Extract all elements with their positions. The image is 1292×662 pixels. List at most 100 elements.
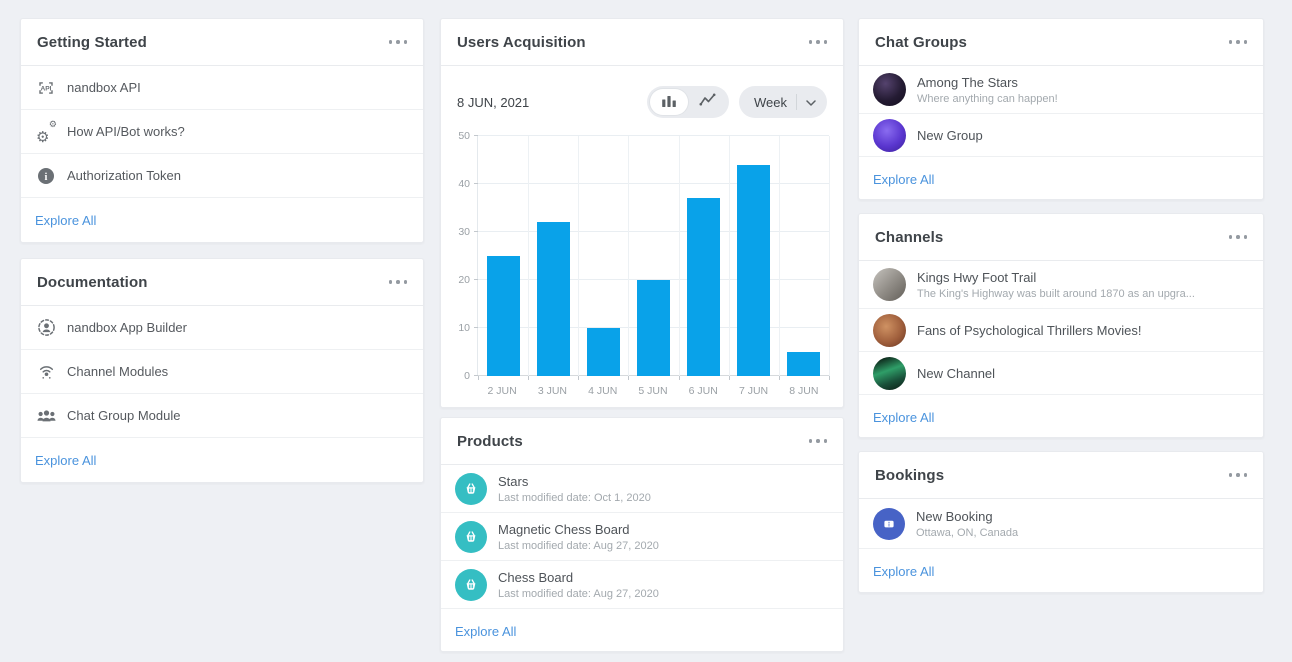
list-item-label: nandbox API xyxy=(67,80,141,95)
x-tick-label: 7 JUN xyxy=(738,385,769,397)
y-tick-label: 30 xyxy=(458,226,470,238)
ellipsis-menu-icon[interactable] xyxy=(388,276,407,288)
info-icon: i xyxy=(35,167,57,185)
svg-text:API: API xyxy=(41,85,52,92)
explore-all-link[interactable]: Explore All xyxy=(35,452,97,468)
explore-all-link[interactable]: Explore All xyxy=(873,563,935,579)
chart-bar-8-jun xyxy=(787,352,821,376)
list-item-label: Chat Group Module xyxy=(67,408,181,423)
list-item-channel-modules[interactable]: Channel Modules xyxy=(21,350,423,394)
card-title: Products xyxy=(457,432,523,450)
y-tick-label: 50 xyxy=(458,130,470,142)
ellipsis-menu-icon[interactable] xyxy=(808,435,827,447)
x-tick-label: 5 JUN xyxy=(638,385,668,397)
list-item-label: Authorization Token xyxy=(67,168,181,183)
channel-name: New Channel xyxy=(917,365,996,381)
list-item-nandbox-api[interactable]: API nandbox API xyxy=(21,66,423,110)
product-meta: Last modified date: Aug 27, 2020 xyxy=(498,587,659,600)
line-chart-icon xyxy=(699,93,716,111)
kings-hwy-avatar xyxy=(873,268,906,301)
people-group-icon xyxy=(35,407,57,424)
card-title: Documentation xyxy=(37,273,148,291)
x-tick-label: 3 JUN xyxy=(537,385,568,397)
ellipsis-menu-icon[interactable] xyxy=(808,36,827,48)
booking-name: New Booking xyxy=(916,508,993,524)
chat-group-name: Among The Stars xyxy=(917,74,1018,90)
channel-item-new-channel[interactable]: New Channel xyxy=(859,352,1263,395)
explore-all-link[interactable]: Explore All xyxy=(455,623,517,639)
product-item-stars[interactable]: Stars Last modified date: Oct 1, 2020 xyxy=(441,465,843,513)
channel-item-fans-thrillers[interactable]: Fans of Psychological Thrillers Movies! xyxy=(859,309,1263,352)
product-item-chess-board[interactable]: Chess Board Last modified date: Aug 27, … xyxy=(441,561,843,609)
chart-x-axis: 2 JUN 3 JUN 4 JUN 5 JUN 6 JUN 7 JUN 8 JUN xyxy=(477,376,829,397)
explore-all-link[interactable]: Explore All xyxy=(35,212,97,228)
chart-bar-2-jun xyxy=(486,256,520,376)
y-tick-label: 0 xyxy=(464,370,470,382)
chart-type-toggle xyxy=(647,86,729,118)
chat-group-item-new-group[interactable]: New Group xyxy=(859,114,1263,157)
documentation-card: Documentation nandbox App Builder xyxy=(20,258,424,483)
chat-group-name: New Group xyxy=(917,127,983,143)
x-tick-label: 6 JUN xyxy=(688,385,718,397)
bookings-card: Bookings New Booking Ottawa, ON, Canada … xyxy=(858,451,1264,593)
booking-item-new-booking[interactable]: New Booking Ottawa, ON, Canada xyxy=(859,499,1263,549)
api-icon: API xyxy=(35,80,57,96)
card-title: Getting Started xyxy=(37,33,147,51)
line-chart-toggle-button[interactable] xyxy=(688,89,726,115)
ellipsis-menu-icon[interactable] xyxy=(1228,36,1247,48)
product-meta: Last modified date: Aug 27, 2020 xyxy=(498,539,659,552)
ellipsis-menu-icon[interactable] xyxy=(1228,469,1247,481)
chart-bar-3-jun xyxy=(536,222,570,376)
product-name: Stars xyxy=(498,473,529,489)
right-column: Chat Groups Among The Stars Where anythi… xyxy=(858,18,1264,593)
chat-group-item-among-the-stars[interactable]: Among The Stars Where anything can happe… xyxy=(859,66,1263,114)
bar-chart-toggle-button[interactable] xyxy=(650,89,688,115)
svg-text:i: i xyxy=(45,172,48,183)
left-column: Getting Started API nandbox API ⚙ ⚙ How A… xyxy=(20,18,424,483)
explore-all-link[interactable]: Explore All xyxy=(873,171,935,187)
ellipsis-menu-icon[interactable] xyxy=(388,36,407,48)
bar-chart-icon xyxy=(661,93,677,112)
channels-card: Channels Kings Hwy Foot Trail The King's… xyxy=(858,213,1264,438)
chevron-down-icon xyxy=(806,93,816,111)
products-card: Products Stars Last modified date: Oct 1… xyxy=(440,417,844,652)
fans-thrillers-avatar xyxy=(873,313,906,347)
card-title: Channels xyxy=(875,228,944,246)
channel-name: Fans of Psychological Thrillers Movies! xyxy=(917,322,1142,338)
x-tick-label: 4 JUN xyxy=(588,385,618,397)
basket-icon xyxy=(455,568,487,601)
card-title: Chat Groups xyxy=(875,33,967,51)
app-builder-icon xyxy=(35,318,57,337)
list-item-how-api-bot-works[interactable]: ⚙ ⚙ How API/Bot works? xyxy=(21,110,423,154)
ticket-icon xyxy=(873,507,905,540)
chart-bar-7-jun xyxy=(737,164,771,376)
product-name: Magnetic Chess Board xyxy=(498,521,630,537)
list-item-chat-group-module[interactable]: Chat Group Module xyxy=(21,394,423,438)
booking-subtitle: Ottawa, ON, Canada xyxy=(916,526,1019,539)
chart-date-label: 8 JUN, 2021 xyxy=(457,94,530,110)
product-name: Chess Board xyxy=(498,569,574,585)
week-range-selector[interactable]: Week xyxy=(739,86,827,118)
card-title: Users Acquisition xyxy=(457,33,586,51)
channel-item-kings-hwy[interactable]: Kings Hwy Foot Trail The King's Highway … xyxy=(859,261,1263,309)
ellipsis-menu-icon[interactable] xyxy=(1228,231,1247,243)
getting-started-card: Getting Started API nandbox API ⚙ ⚙ How A… xyxy=(20,18,424,243)
explore-all-link[interactable]: Explore All xyxy=(873,409,935,425)
channel-subtitle: The King's Highway was built around 1870… xyxy=(917,287,1195,300)
chart-bar-6-jun xyxy=(687,198,721,376)
chart-y-axis: 0 10 20 30 40 50 xyxy=(451,130,477,382)
product-meta: Last modified date: Oct 1, 2020 xyxy=(498,491,651,504)
x-tick-label: 8 JUN xyxy=(789,385,819,397)
range-value: Week xyxy=(754,94,787,110)
chart-bar-4-jun xyxy=(586,328,620,376)
gears-icon: ⚙ ⚙ xyxy=(36,118,57,146)
list-item-app-builder[interactable]: nandbox App Builder xyxy=(21,306,423,350)
basket-icon xyxy=(455,520,487,553)
among-the-stars-avatar xyxy=(873,73,906,106)
users-acquisition-chart: 0 10 20 30 40 50 2 JUN 3 JUN 4 JUN 5 JUN 6 JUN 7 J… xyxy=(451,130,830,397)
broadcast-icon xyxy=(35,362,57,381)
new-channel-avatar xyxy=(873,356,906,390)
list-item-authorization-token[interactable]: i Authorization Token xyxy=(21,154,423,198)
y-tick-label: 40 xyxy=(458,178,470,190)
product-item-magnetic-chess-board[interactable]: Magnetic Chess Board Last modified date:… xyxy=(441,513,843,561)
